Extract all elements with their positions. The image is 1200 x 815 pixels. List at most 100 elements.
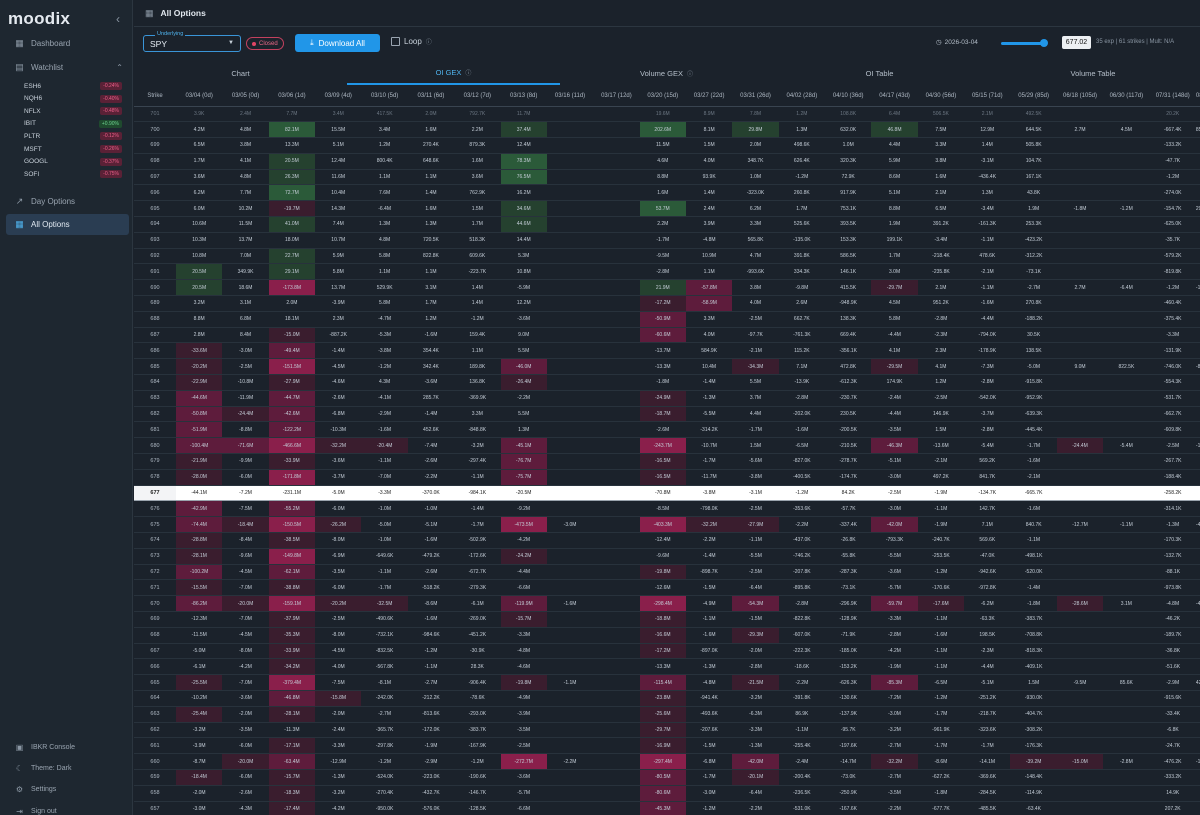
gex-cell[interactable] bbox=[1195, 137, 1200, 154]
gex-cell[interactable]: 7.0M bbox=[222, 248, 269, 265]
gex-cell[interactable] bbox=[1056, 216, 1104, 233]
gex-cell[interactable] bbox=[1056, 327, 1104, 344]
gex-cell[interactable]: -3.2M bbox=[871, 722, 918, 739]
gex-cell[interactable]: -383.7K bbox=[1010, 611, 1057, 628]
gex-cell[interactable]: 18.6M bbox=[222, 279, 269, 297]
gex-cell[interactable]: 648.6K bbox=[407, 153, 455, 170]
gex-cell[interactable]: 3.4M bbox=[315, 106, 362, 123]
gex-cell[interactable] bbox=[1195, 627, 1200, 644]
gex-cell[interactable]: 840.7K bbox=[1010, 516, 1057, 534]
gex-cell[interactable]: 354.4K bbox=[407, 342, 455, 360]
gex-cell[interactable] bbox=[1103, 769, 1150, 786]
gex-cell[interactable]: 518.3K bbox=[454, 232, 501, 249]
gex-cell[interactable]: -189.7K bbox=[1149, 627, 1196, 644]
gex-cell[interactable]: 22.7M bbox=[268, 248, 316, 265]
gex-cell[interactable] bbox=[593, 342, 640, 360]
gex-cell[interactable]: -8.0M bbox=[315, 532, 362, 549]
gex-cell[interactable]: -1.2M bbox=[917, 690, 965, 707]
gex-cell[interactable]: -404.7K bbox=[1010, 706, 1057, 723]
gex-cell[interactable] bbox=[593, 406, 640, 423]
gex-cell[interactable]: -17.4M bbox=[268, 801, 316, 815]
gex-cell[interactable]: -1.3M bbox=[315, 769, 362, 786]
gex-cell[interactable] bbox=[1103, 484, 1150, 502]
gex-cell[interactable]: 11.6M bbox=[315, 169, 362, 186]
gex-cell[interactable]: -10.8M bbox=[222, 374, 269, 391]
gex-cell[interactable]: -33.9M bbox=[268, 453, 316, 470]
gex-cell[interactable]: -57.7K bbox=[825, 500, 872, 518]
gex-cell[interactable]: -2.2M bbox=[500, 390, 547, 407]
gex-cell[interactable]: 4.5M bbox=[1103, 121, 1150, 139]
expiry-column-header[interactable]: 05/15 (71d) bbox=[964, 86, 1011, 107]
gex-cell[interactable]: 5.9M bbox=[871, 153, 918, 170]
gex-cell[interactable]: 6.2M bbox=[732, 200, 779, 218]
gex-cell[interactable]: -323.0K bbox=[732, 184, 779, 202]
gex-cell[interactable] bbox=[593, 295, 640, 312]
gex-cell[interactable]: -667.4K bbox=[1149, 121, 1196, 139]
gex-cell[interactable] bbox=[593, 722, 640, 739]
gex-cell[interactable] bbox=[546, 532, 594, 549]
gex-cell[interactable]: -3.6M bbox=[500, 769, 547, 786]
gex-cell[interactable]: -1.9M bbox=[407, 737, 455, 755]
gex-cell[interactable]: 4.3M bbox=[361, 374, 408, 391]
gex-cell[interactable]: -8.4M bbox=[222, 532, 269, 549]
gex-cell[interactable] bbox=[546, 611, 594, 628]
gex-cell[interactable]: -30.9K bbox=[454, 643, 501, 660]
gex-cell[interactable]: -607.0K bbox=[778, 627, 826, 644]
gex-cell[interactable]: 4.8M bbox=[361, 232, 408, 249]
gex-cell[interactable]: -400.5K bbox=[778, 469, 826, 486]
gex-cell[interactable] bbox=[1056, 579, 1104, 597]
gex-cell[interactable]: -1.1M bbox=[1010, 532, 1057, 549]
gex-cell[interactable]: 762.9K bbox=[454, 184, 501, 202]
gex-cell[interactable] bbox=[593, 279, 640, 297]
gex-cell[interactable]: -34.3M bbox=[732, 358, 779, 376]
gex-cell[interactable]: -70.8M bbox=[639, 484, 686, 502]
gex-cell[interactable]: 5.5M bbox=[500, 342, 547, 360]
gex-cell[interactable]: -314.1K bbox=[1149, 500, 1196, 518]
gex-cell[interactable]: -822.8K bbox=[778, 611, 826, 628]
gex-cell[interactable]: 3.8M bbox=[732, 279, 779, 297]
gex-cell[interactable]: 1.7M bbox=[407, 295, 455, 312]
gex-cell[interactable]: -1.1M bbox=[917, 643, 965, 660]
gex-cell[interactable]: 19.6M bbox=[639, 106, 686, 123]
gex-cell[interactable]: 9.0M bbox=[500, 327, 547, 344]
gex-cell[interactable]: -95.7K bbox=[825, 722, 872, 739]
gex-cell[interactable]: -4.2M bbox=[500, 532, 547, 549]
gex-cell[interactable]: -27.9M bbox=[268, 374, 316, 391]
gex-cell[interactable] bbox=[1195, 153, 1200, 170]
gex-cell[interactable] bbox=[593, 500, 640, 518]
gex-cell[interactable]: -44.7M bbox=[268, 390, 316, 407]
gex-cell[interactable]: -32.2M bbox=[685, 516, 733, 534]
watchlist-item[interactable]: NQH6 -0.40% bbox=[24, 93, 122, 105]
gex-cell[interactable] bbox=[1103, 706, 1150, 723]
gex-cell[interactable]: 1.4M bbox=[454, 279, 501, 297]
gex-cell[interactable]: -178.9K bbox=[964, 342, 1011, 360]
gex-cell[interactable]: -16.5M bbox=[639, 453, 686, 470]
gex-cell[interactable]: 1.1M bbox=[685, 263, 733, 281]
gex-cell[interactable]: -672.7K bbox=[454, 564, 501, 581]
gex-cell[interactable]: -20.0M bbox=[222, 753, 269, 770]
gex-cell[interactable]: -832.5K bbox=[361, 643, 408, 660]
gex-cell[interactable]: -172.0K bbox=[407, 722, 455, 739]
gex-cell[interactable]: -1.7M bbox=[917, 706, 965, 723]
gex-cell[interactable]: -170.3K bbox=[1149, 532, 1196, 549]
gex-cell[interactable]: -3.4M bbox=[964, 200, 1011, 218]
gex-cell[interactable] bbox=[593, 327, 640, 344]
gex-cell[interactable]: -2.1M bbox=[964, 263, 1011, 281]
gex-cell[interactable]: -73.1K bbox=[1010, 263, 1057, 281]
gex-cell[interactable]: 8.8M bbox=[871, 200, 918, 218]
gex-cell[interactable]: -122.2M bbox=[268, 421, 316, 439]
gex-cell[interactable]: 2.1M bbox=[917, 184, 965, 202]
gex-cell[interactable] bbox=[546, 643, 594, 660]
gex-cell[interactable] bbox=[593, 437, 640, 455]
gex-cell[interactable]: 34.6M bbox=[500, 200, 547, 218]
gex-cell[interactable]: -58.9M bbox=[685, 295, 733, 312]
gex-cell[interactable]: -3.4M bbox=[917, 232, 965, 249]
gex-cell[interactable]: -17.6M bbox=[917, 595, 965, 612]
gex-cell[interactable] bbox=[546, 801, 594, 815]
gex-cell[interactable] bbox=[1056, 611, 1104, 628]
gex-cell[interactable]: -16.6M bbox=[639, 627, 686, 644]
gex-cell[interactable]: -24.7K bbox=[1149, 737, 1196, 755]
gex-cell[interactable]: -1.6M bbox=[778, 421, 826, 439]
gex-cell[interactable]: -6.9M bbox=[315, 548, 362, 565]
gex-cell[interactable]: -167.6K bbox=[825, 801, 872, 815]
